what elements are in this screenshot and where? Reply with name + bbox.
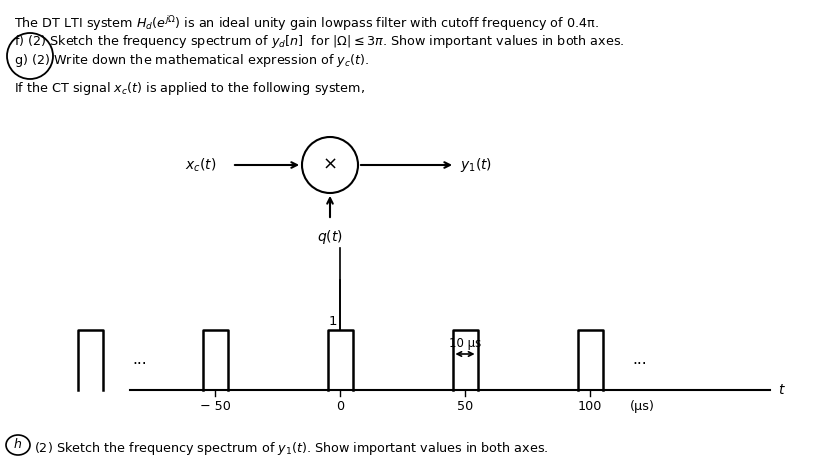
Text: (μs): (μs) [630, 400, 655, 413]
Text: ×: × [322, 156, 338, 174]
Text: ...: ... [133, 353, 147, 367]
Text: $x_c(t)$: $x_c(t)$ [185, 156, 216, 174]
Text: The DT LTI system $H_d(e^{j\Omega})$ is an ideal unity gain lowpass filter with : The DT LTI system $H_d(e^{j\Omega})$ is … [14, 14, 599, 33]
Text: If the CT signal $x_c(t)$ is applied to the following system,: If the CT signal $x_c(t)$ is applied to … [14, 80, 365, 97]
Text: h: h [14, 438, 22, 451]
Text: f) (2) Sketch the frequency spectrum of $y_d[n]$  for $|\Omega| \leq 3\pi$. Show: f) (2) Sketch the frequency spectrum of … [14, 33, 624, 50]
Text: (2) Sketch the frequency spectrum of $y_1(t)$. Show important values in both axe: (2) Sketch the frequency spectrum of $y_… [34, 440, 548, 457]
Text: 50: 50 [457, 400, 473, 413]
Text: − 50: − 50 [200, 400, 230, 413]
Text: $t$: $t$ [778, 383, 786, 397]
Text: g) (2) Write down the mathematical expression of $y_c(t)$.: g) (2) Write down the mathematical expre… [14, 52, 369, 69]
Text: 0: 0 [336, 400, 344, 413]
Text: 1: 1 [329, 315, 337, 328]
Text: ...: ... [633, 353, 648, 367]
Text: 10 μs: 10 μs [449, 337, 481, 350]
Text: 100: 100 [578, 400, 602, 413]
Text: $q(t)$: $q(t)$ [317, 228, 343, 246]
Text: $y_1(t)$: $y_1(t)$ [460, 156, 492, 174]
